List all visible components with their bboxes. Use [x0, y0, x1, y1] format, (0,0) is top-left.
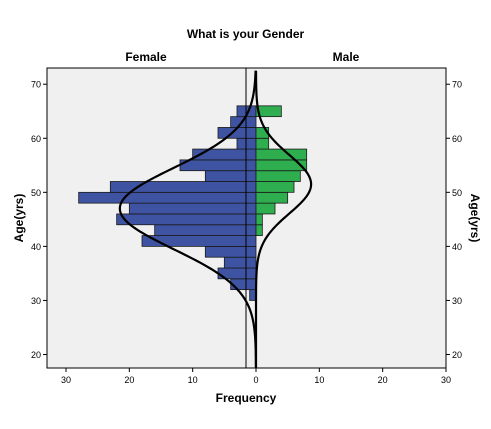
female-bar-36 — [223, 256, 257, 269]
y-axis-left: 20 30 40 50 60 70 — [31, 80, 47, 360]
y-tick-label-left: 50 — [31, 188, 41, 198]
y-tick-label-left: 40 — [31, 242, 41, 252]
male-bar-46 — [255, 202, 276, 215]
male-bar-52 — [255, 170, 301, 182]
x-tick-label: 10 — [188, 375, 198, 385]
male-bar-48 — [255, 191, 289, 204]
female-bar-44 — [116, 213, 257, 226]
male-bar-56 — [255, 148, 308, 161]
male-bar-42 — [255, 224, 263, 236]
y-tick-label-left: 70 — [31, 80, 41, 90]
y-axis-label-right: Age(yrs) — [468, 194, 482, 243]
y-axis-right: 20 30 40 50 60 70 — [446, 80, 462, 360]
x-axis-label: Frequency — [216, 391, 277, 405]
female-bar-52 — [204, 170, 257, 182]
female-normal-curve — [118, 70, 258, 369]
y-tick-label-left: 20 — [31, 350, 41, 360]
female-bar-38 — [204, 245, 257, 258]
panel-label-female: Female — [125, 50, 167, 64]
y-tick-label-left: 60 — [31, 134, 41, 144]
female-bar-48 — [78, 191, 257, 204]
y-tick-label-left: 30 — [31, 296, 41, 306]
chart-title: What is your Gender — [187, 27, 305, 41]
female-bar-32 — [230, 278, 257, 291]
panel-label-male: Male — [333, 50, 360, 64]
x-tick-label: 20 — [124, 375, 134, 385]
y-tick-label-right: 50 — [452, 188, 462, 198]
x-tick-label: 20 — [378, 375, 388, 385]
y-tick-label-right: 60 — [452, 134, 462, 144]
x-tick-label: 10 — [314, 375, 324, 385]
male-bar-44 — [255, 213, 263, 226]
male-bar-50 — [255, 181, 295, 193]
x-tick-label: 0 — [253, 375, 258, 385]
y-tick-label-right: 20 — [452, 350, 462, 360]
male-bar-64 — [255, 105, 282, 118]
male-bar-58 — [255, 137, 270, 150]
histogram-bars — [78, 105, 308, 301]
x-tick-label: 30 — [61, 375, 71, 385]
female-bar-54 — [179, 159, 257, 172]
y-axis-label-left: Age(yrs) — [12, 194, 26, 243]
x-tick-label: 30 — [441, 375, 451, 385]
y-tick-label-right: 70 — [452, 80, 462, 90]
male-bar-54 — [255, 159, 308, 172]
female-bar-42 — [154, 224, 257, 236]
male-normal-curve — [254, 70, 313, 368]
female-bar-46 — [128, 202, 257, 215]
y-tick-label-right: 30 — [452, 296, 462, 306]
y-tick-label-right: 40 — [452, 242, 462, 252]
x-axis: 30 20 10 0 10 20 30 — [61, 368, 451, 385]
normal-curves — [118, 70, 313, 369]
